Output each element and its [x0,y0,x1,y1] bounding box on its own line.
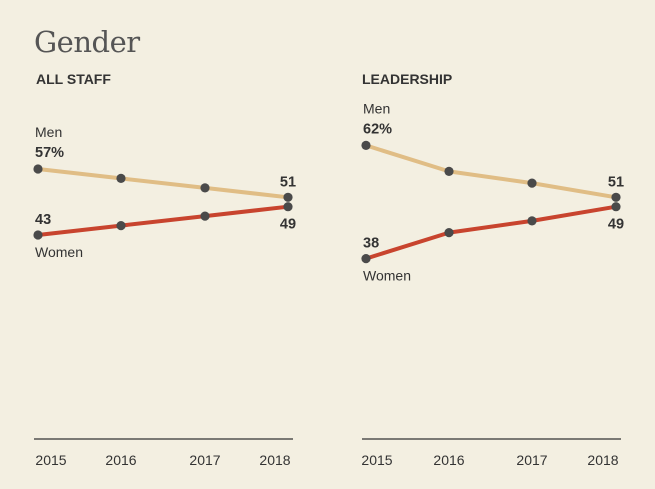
leadership-men-name-label: Men [363,100,390,116]
leadership-women-name-label: Women [363,268,411,284]
all-staff-men-end-value: 51 [280,174,296,190]
leadership-women-point-2018 [611,202,621,212]
all-staff-women-point-2015 [33,230,43,240]
all-staff-men-point-2015 [33,164,43,174]
all-staff-tick-label-2015: 2015 [35,452,66,468]
all-staff-men-point-2016 [116,173,126,183]
leadership-men-point-2016 [444,166,454,176]
leadership-tick-label-2017: 2017 [516,452,547,468]
leadership-women-point-2016 [444,228,454,238]
all-staff-tick-label-2017: 2017 [189,452,220,468]
all-staff-men-point-2017 [200,183,210,193]
all-staff-women-line [36,204,290,237]
all-staff-panel-title: ALL STAFF [36,71,111,87]
all-staff-women-end-value: 49 [280,217,296,233]
page-title: Gender [34,25,140,59]
leadership-women-point-2017 [527,216,537,226]
leadership-men-start-value: 62% [363,121,392,137]
leadership-men-line [364,143,618,200]
all-staff-women-point-2018 [283,202,293,212]
leadership-men-point-2017 [527,178,537,188]
leadership-tick-label-2015: 2015 [361,452,392,468]
leadership-women-end-value: 49 [608,217,624,233]
all-staff-women-name-label: Women [35,244,83,260]
leadership-men-point-2018 [611,192,621,202]
leadership-panel-title: LEADERSHIP [362,71,452,87]
all-staff-tick-label-2016: 2016 [105,452,136,468]
leadership-women-point-2015 [361,254,371,264]
leadership-women-line [364,204,618,261]
leadership-men-point-2015 [361,140,371,150]
all-staff-women-point-2017 [200,211,210,221]
all-staff-men-start-value: 57% [35,145,64,161]
all-staff-women-start-value: 43 [35,212,51,228]
all-staff-men-point-2018 [283,192,293,202]
all-staff-men-name-label: Men [35,124,62,140]
leadership-women-start-value: 38 [363,236,379,252]
all-staff-women-point-2016 [116,221,126,231]
all-staff-tick-label-2018: 2018 [259,452,290,468]
leadership-tick-label-2018: 2018 [587,452,618,468]
leadership-tick-label-2016: 2016 [433,452,464,468]
all-staff-men-line [36,167,290,200]
leadership-men-end-value: 51 [608,174,624,190]
